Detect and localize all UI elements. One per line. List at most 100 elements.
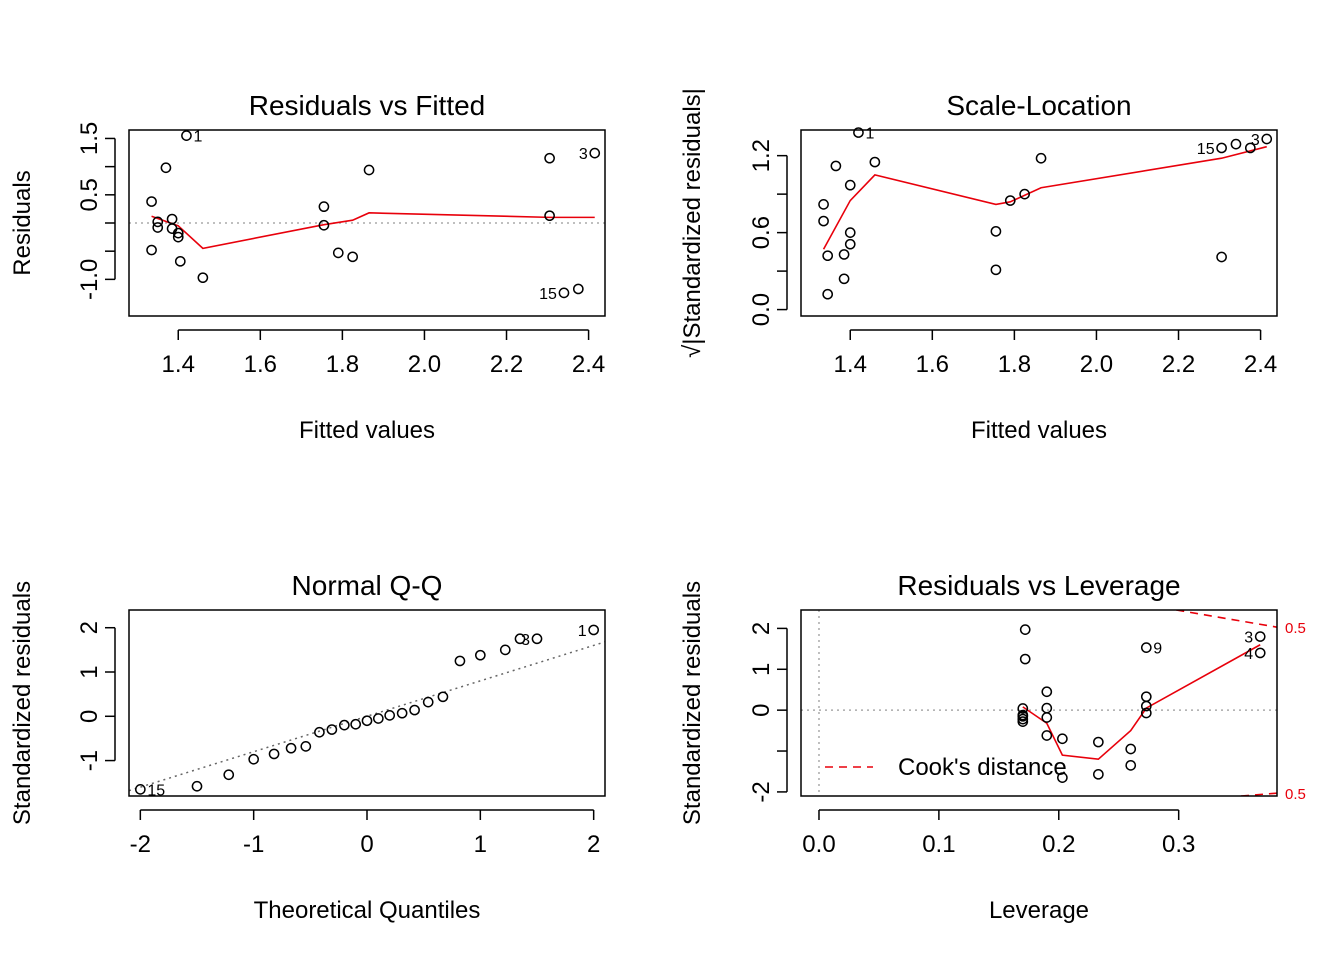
point-label: 3: [1251, 132, 1260, 149]
point-label: 1: [578, 623, 587, 640]
data-point: [838, 273, 850, 285]
x-axis-label: Fitted values: [971, 417, 1107, 444]
data-point: [544, 152, 555, 164]
data-point: [588, 624, 600, 636]
data-point: [990, 225, 1002, 237]
data-point: [544, 210, 555, 222]
data-point: [499, 644, 511, 656]
data-point: [1093, 736, 1104, 748]
y-tick-label: -1.0: [76, 259, 103, 300]
data-point: [223, 769, 235, 781]
data-point: [818, 199, 829, 210]
data-point: [1035, 152, 1047, 164]
data-point: [830, 160, 842, 172]
data-point: [181, 130, 192, 141]
data-point: [844, 238, 856, 250]
data-point: [363, 164, 375, 176]
x-axis-label: Theoretical Quantiles: [254, 897, 481, 924]
data-point: [589, 147, 601, 159]
cooks-contour: [1176, 610, 1277, 628]
data-point: [1216, 142, 1227, 154]
x-tick-label: 1.4: [834, 351, 867, 378]
point-label: 4: [1244, 646, 1253, 663]
y-tick-label: -2: [748, 781, 775, 802]
y-tick-label: 0: [76, 710, 103, 723]
data-point: [990, 264, 1002, 276]
x-tick-label: 2.4: [572, 351, 605, 378]
point-label: 3: [521, 632, 530, 649]
y-axis-label: √|Standardized residuals|: [679, 88, 706, 358]
data-point: [514, 633, 526, 645]
data-point: [1041, 730, 1053, 741]
x-tick-label: 1.8: [998, 351, 1031, 378]
data-point: [474, 649, 486, 661]
y-axis-label: Residuals: [9, 170, 36, 275]
y-tick-label: 0.0: [748, 293, 775, 326]
plot-frame: [128, 129, 606, 317]
x-tick-label: 2.2: [1162, 351, 1195, 378]
data-point: [1125, 759, 1137, 771]
y-tick-label: 2: [76, 621, 103, 634]
data-point: [361, 715, 373, 727]
data-point: [174, 255, 186, 267]
plot-frame: [128, 609, 606, 797]
data-point: [572, 283, 584, 295]
panel-1: Residuals vs Fitted Fitted values Residual…: [9, 90, 606, 444]
data-point: [1057, 772, 1068, 783]
x-tick-label: -2: [130, 831, 151, 858]
data-point: [1017, 716, 1029, 727]
data-point: [160, 162, 172, 174]
data-point: [869, 156, 881, 168]
data-point: [396, 707, 408, 719]
point-label: 15: [539, 286, 557, 303]
qq-reference-line: [129, 641, 605, 792]
x-tick-label: 1: [474, 831, 487, 858]
y-tick-label: 0: [748, 703, 775, 716]
cooks-contour-label: 0.5: [1285, 786, 1306, 803]
data-point: [172, 231, 184, 243]
y-tick-label: 1.5: [76, 122, 103, 155]
y-tick-label: 2: [748, 622, 775, 635]
point-label: 3: [579, 146, 588, 163]
point-label: 3: [1244, 630, 1253, 647]
y-tick-label: 1: [748, 663, 775, 676]
data-point: [1140, 691, 1152, 703]
x-tick-label: 0.1: [922, 831, 955, 858]
x-axis-label: Fitted values: [299, 417, 435, 444]
data-point: [1125, 743, 1137, 755]
data-point: [152, 222, 164, 233]
data-point: [146, 244, 157, 256]
y-tick-label: 1: [76, 665, 103, 678]
data-point: [844, 179, 856, 191]
chart-title: Residuals vs Fitted: [249, 90, 486, 121]
data-point: [437, 691, 449, 703]
data-point: [1140, 642, 1152, 653]
data-point: [1244, 142, 1256, 154]
data-point: [454, 655, 466, 667]
x-tick-label: 1.6: [916, 351, 949, 378]
data-point: [1019, 624, 1031, 635]
data-point: [1019, 653, 1031, 665]
y-tick-label: 0.5: [76, 178, 103, 211]
x-tick-label: 2.2: [490, 351, 523, 378]
x-tick-label: 0.3: [1162, 831, 1195, 858]
data-point: [844, 227, 856, 238]
data-point: [1041, 712, 1053, 723]
data-point: [1140, 700, 1152, 712]
data-point: [152, 216, 164, 228]
chart-title: Scale-Location: [946, 90, 1131, 121]
y-tick-label: 0.6: [748, 216, 775, 249]
data-point: [326, 724, 338, 735]
data-point: [838, 249, 850, 260]
y-axis-label: Standardized residuals: [679, 581, 706, 825]
plot-area: [129, 641, 605, 792]
data-point: [347, 251, 358, 263]
data-point: [1019, 188, 1030, 200]
chart-title: Residuals vs Leverage: [897, 570, 1180, 601]
plot-frame: [800, 129, 1278, 317]
legend: Cook's distance: [825, 754, 1067, 781]
point-label: 1: [865, 126, 874, 143]
data-point: [558, 287, 570, 299]
data-point: [818, 215, 829, 227]
data-point: [822, 288, 834, 300]
